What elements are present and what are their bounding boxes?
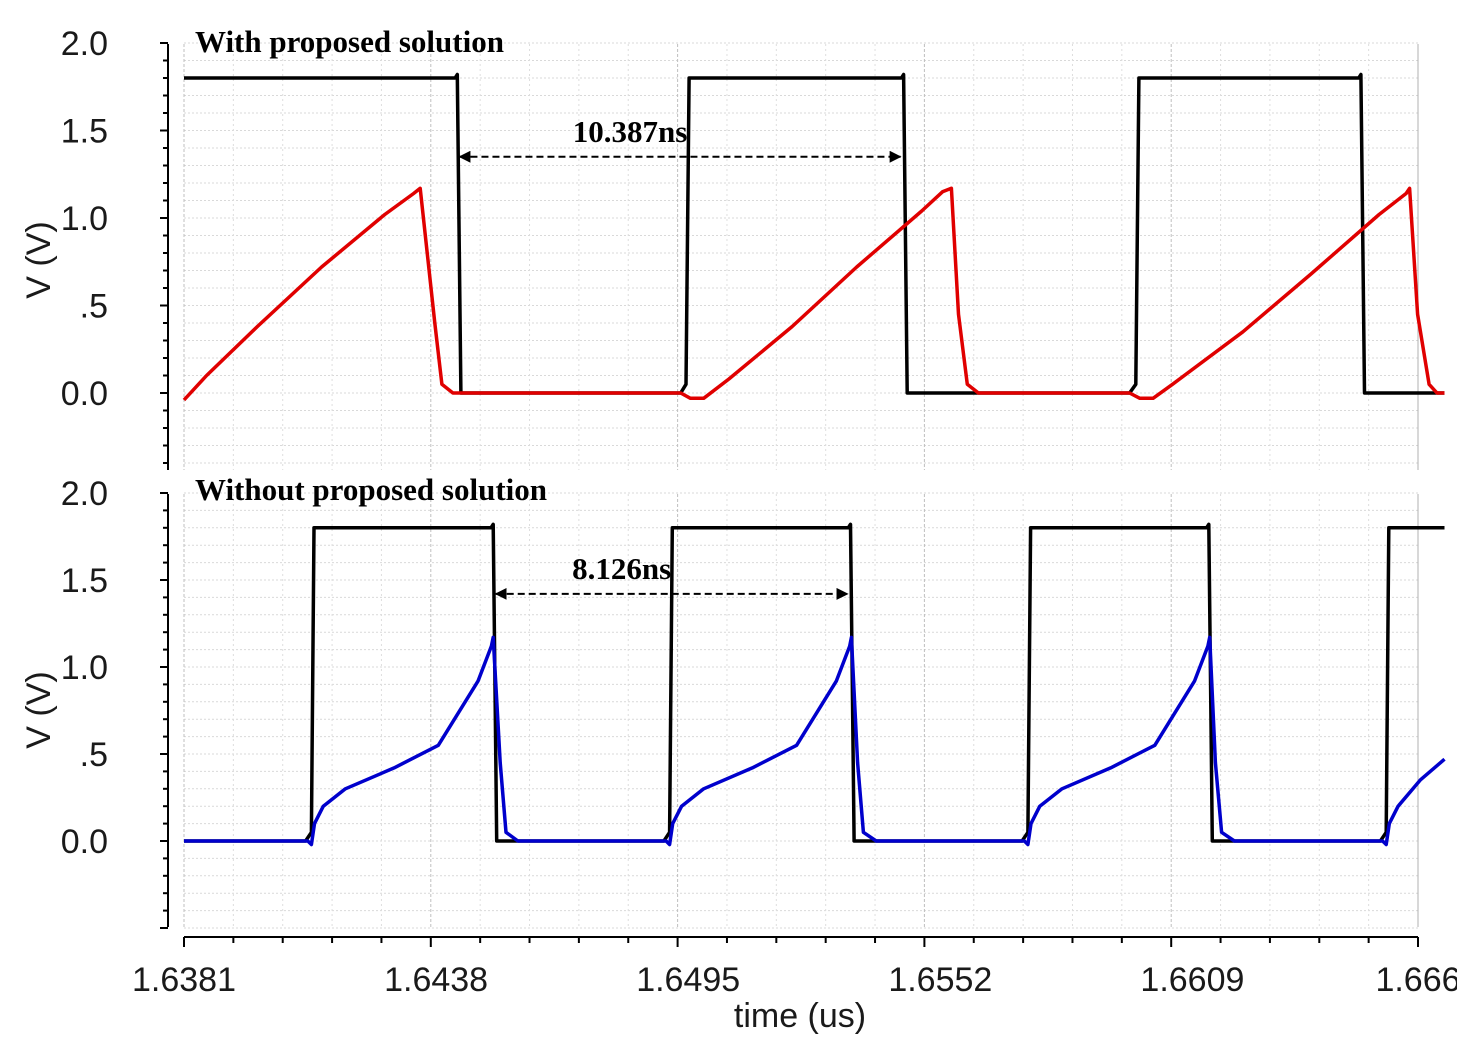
top-y-tick-label: 0.0 <box>61 375 108 413</box>
top-annotation: 10.387ns <box>458 114 902 163</box>
bottom-y-tick-label: 1.5 <box>61 562 108 600</box>
bottom-y-tick-label: .5 <box>80 736 108 774</box>
top-black-trace <box>184 72 1445 395</box>
top-grid <box>183 42 1419 470</box>
x-tick-label: 1.6552 <box>888 961 992 999</box>
bottom-blue-trace <box>184 635 1446 847</box>
top-red-trace <box>182 186 1445 402</box>
top-y-axis-label: V (V) <box>20 221 58 298</box>
bottom-grid <box>183 492 1419 929</box>
bottom-panel-title: Without proposed solution <box>195 472 547 507</box>
top-y-tick-label: .5 <box>80 288 108 326</box>
top-period-label: 10.387ns <box>573 114 688 149</box>
top-series <box>182 72 1445 402</box>
bottom-y-tick-label: 2.0 <box>61 475 108 513</box>
top-y-tick-label: 2.0 <box>61 25 108 63</box>
bottom-panel: 0.0.51.01.52.0 1.6381 1.6438 1.6495 1.6552 1… <box>20 472 1457 1035</box>
x-axis-label: time (us) <box>734 997 866 1035</box>
top-y-axis: 0.0 .5 1.0 1.5 2.0 <box>61 25 169 470</box>
x-axis: 1.6381 1.6438 1.6495 1.6552 1.6609 1.666 <box>132 936 1457 999</box>
x-tick-label: 1.666 <box>1375 961 1457 999</box>
bottom-black-trace <box>184 522 1445 843</box>
top-panel: 0.0 .5 1.0 1.5 2.0 10.387ns With proposed so… <box>20 24 1445 470</box>
bottom-annotation: 8.126ns <box>494 551 849 600</box>
x-tick-label: 1.6438 <box>384 961 488 999</box>
x-tick-label: 1.6495 <box>636 961 740 999</box>
x-tick-label: 1.6609 <box>1140 961 1244 999</box>
bottom-y-axis-label: V (V) <box>20 671 58 748</box>
top-y-tick-label: 1.5 <box>61 113 108 151</box>
top-y-tick-label: 1.0 <box>61 200 108 238</box>
bottom-period-label: 8.126ns <box>572 551 671 586</box>
x-tick-label: 1.6381 <box>132 961 236 999</box>
bottom-y-tick-label: 1.0 <box>61 649 108 687</box>
bottom-y-tick-label: 0.0 <box>61 823 108 861</box>
bottom-series <box>184 522 1446 847</box>
top-panel-title: With proposed solution <box>195 24 504 59</box>
bottom-y-axis: 0.0 .5 1.0 1.5 2.0 <box>61 475 169 929</box>
